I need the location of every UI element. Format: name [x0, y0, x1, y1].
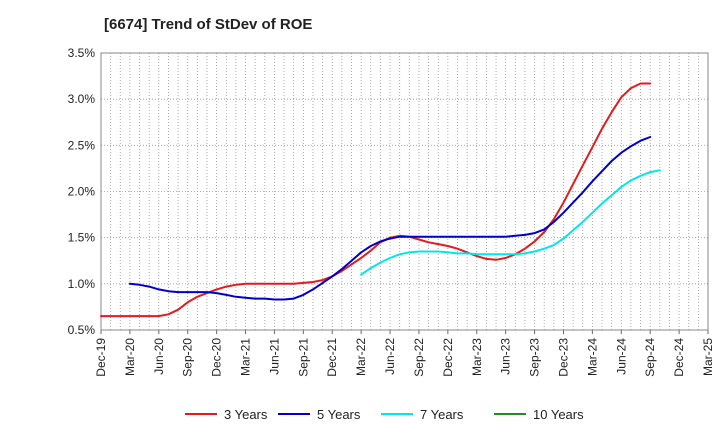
series-line-7-years — [360, 169, 661, 276]
y-tick-label: 1.5% — [68, 231, 96, 245]
x-tick-label: Mar-25 — [701, 338, 715, 376]
x-tick-label: Dec-22 — [441, 338, 455, 377]
series-line-5-years — [128, 136, 652, 301]
x-tick-label: Dec-20 — [210, 338, 224, 377]
chart-title: [6674] Trend of StDev of ROE — [104, 16, 313, 33]
series-line-3-years — [100, 82, 652, 318]
legend-label: 7 Years — [420, 407, 464, 422]
x-tick-label: Dec-19 — [94, 338, 108, 377]
legend-label: 10 Years — [533, 407, 584, 422]
x-tick-label: Sep-23 — [528, 338, 542, 377]
y-tick-label: 2.0% — [68, 185, 96, 199]
x-tick-label: Dec-24 — [672, 338, 686, 377]
x-tick-label: Jun-24 — [614, 338, 628, 375]
legend-label: 3 Years — [224, 407, 268, 422]
x-tick-label: Jun-23 — [499, 338, 513, 375]
legend-label: 5 Years — [317, 407, 361, 422]
y-tick-label: 1.0% — [68, 277, 96, 291]
x-tick-label: Mar-20 — [123, 338, 137, 376]
x-tick-label: Mar-23 — [470, 338, 484, 376]
x-tick-label: Mar-24 — [585, 338, 599, 376]
y-tick-label: 3.0% — [68, 92, 96, 106]
x-tick-label: Mar-21 — [239, 338, 253, 376]
y-tick-label: 2.5% — [68, 138, 96, 152]
x-tick-label: Dec-23 — [556, 338, 570, 377]
x-tick-label: Sep-24 — [643, 338, 657, 377]
x-tick-label: Sep-22 — [412, 338, 426, 377]
x-tick-label: Sep-21 — [296, 338, 310, 377]
x-tick-label: Mar-22 — [354, 338, 368, 376]
x-tick-label: Sep-20 — [181, 338, 195, 377]
x-tick-label: Dec-21 — [325, 338, 339, 377]
x-tick-label: Jun-20 — [152, 338, 166, 375]
x-tick-label: Jun-21 — [267, 338, 281, 375]
plot-frame — [100, 52, 709, 331]
x-tick-label: Jun-22 — [383, 338, 397, 375]
y-tick-label: 0.5% — [68, 323, 96, 337]
y-tick-label: 3.5% — [68, 46, 96, 60]
